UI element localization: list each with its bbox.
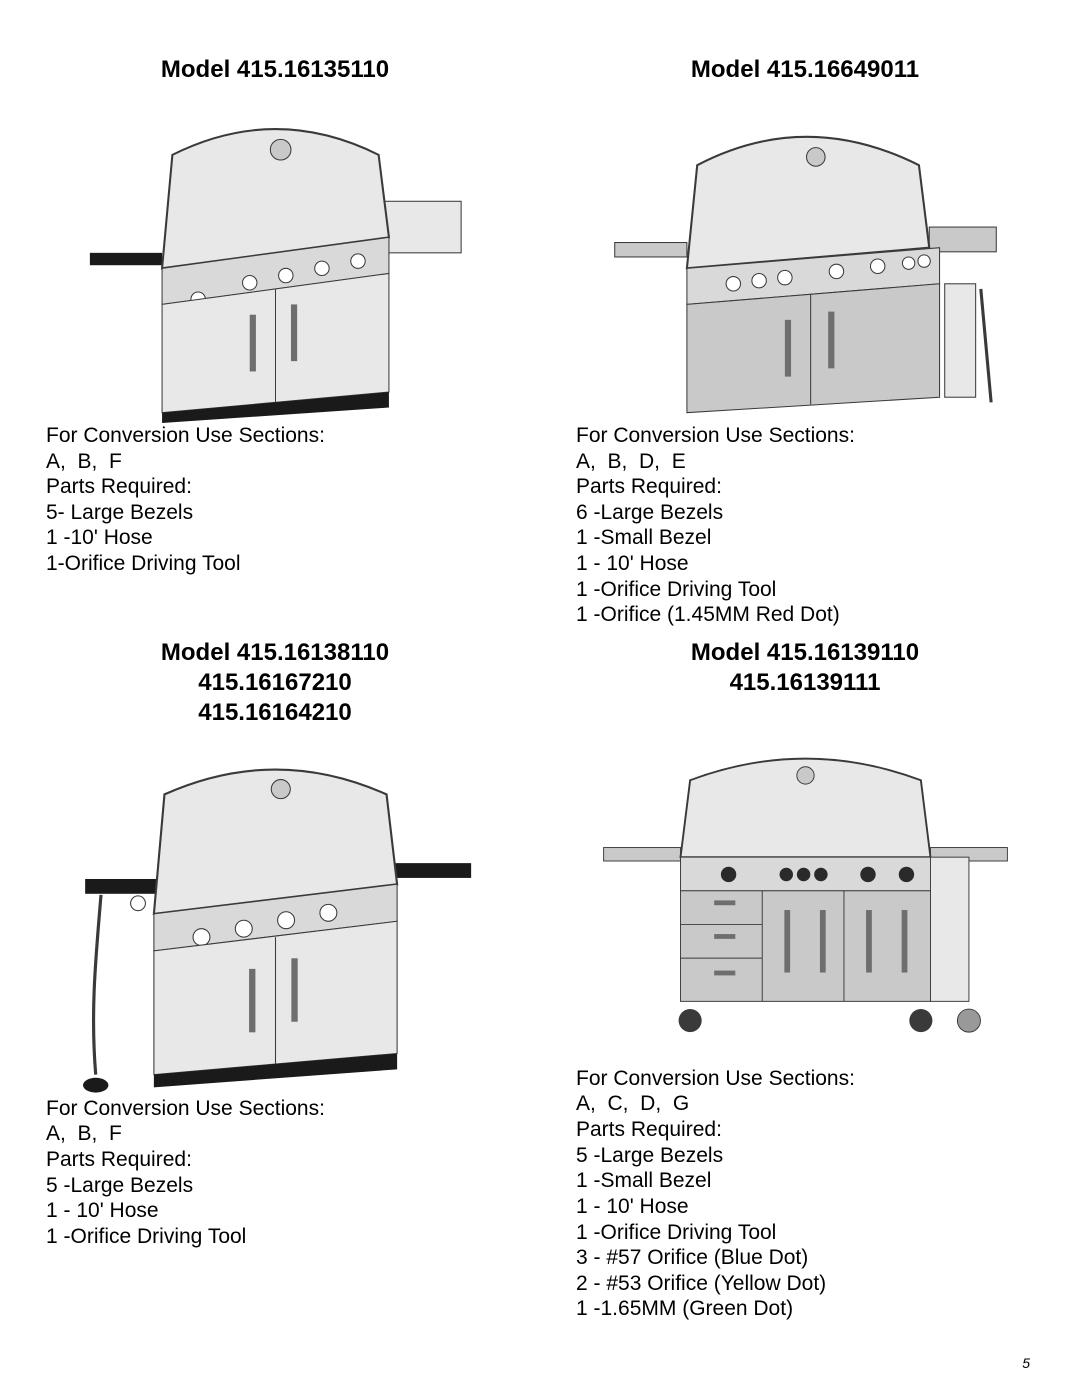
spec-line: A, B, F — [46, 1121, 510, 1147]
spec-line: 1 -Orifice Driving Tool — [576, 577, 1040, 603]
model-title-line: Model 415.16135110 — [40, 55, 510, 85]
spec-line: A, C, D, G — [576, 1091, 1040, 1117]
spec-line: 1 - 10' Hose — [576, 551, 1040, 577]
page-grid: Model 415.16135110 — [40, 55, 1040, 1322]
spec-line: 1 -Small Bezel — [576, 525, 1040, 551]
grill-illustration-0 — [40, 93, 510, 423]
page-number: 5 — [1022, 1355, 1030, 1371]
spec-line: For Conversion Use Sections: — [576, 423, 1040, 449]
model-title-line: 415.16167210 — [40, 668, 510, 698]
model-specs-0: For Conversion Use Sections: A, B, F Par… — [40, 423, 510, 577]
spec-line: Parts Required: — [576, 1117, 1040, 1143]
grill-illustration-2 — [40, 736, 510, 1096]
spec-line: 1 -Orifice (1.45MM Red Dot) — [576, 602, 1040, 628]
model-block-0: Model 415.16135110 — [40, 55, 510, 628]
spec-line: 1 - 10' Hose — [46, 1198, 510, 1224]
spec-line: Parts Required: — [46, 1147, 510, 1173]
model-block-2: Model 415.16138110 415.16167210 415.1616… — [40, 638, 510, 1322]
model-title-line: Model 415.16138110 — [40, 638, 510, 668]
spec-line: 5- Large Bezels — [46, 500, 510, 526]
model-title-line: 415.16139111 — [570, 668, 1040, 698]
grill-illustration-3 — [570, 706, 1040, 1066]
model-title-0: Model 415.16135110 — [40, 55, 510, 85]
model-specs-2: For Conversion Use Sections: A, B, F Par… — [40, 1096, 510, 1250]
grill-icon — [594, 706, 1017, 1066]
grill-icon — [64, 93, 487, 423]
grill-icon — [64, 736, 487, 1096]
model-title-line: 415.16164210 — [40, 698, 510, 728]
spec-line: 1-Orifice Driving Tool — [46, 551, 510, 577]
spec-line: 1 -10' Hose — [46, 525, 510, 551]
model-title-line: Model 415.16649011 — [570, 55, 1040, 85]
model-specs-1: For Conversion Use Sections: A, B, D, E … — [570, 423, 1040, 628]
spec-line: A, B, D, E — [576, 449, 1040, 475]
spec-line: 1 -Orifice Driving Tool — [46, 1224, 510, 1250]
spec-line: 2 - #53 Orifice (Yellow Dot) — [576, 1271, 1040, 1297]
model-specs-3: For Conversion Use Sections: A, C, D, G … — [570, 1066, 1040, 1322]
model-title-3: Model 415.16139110 415.16139111 — [570, 638, 1040, 698]
spec-line: For Conversion Use Sections: — [46, 1096, 510, 1122]
model-title-2: Model 415.16138110 415.16167210 415.1616… — [40, 638, 510, 728]
spec-line: For Conversion Use Sections: — [46, 423, 510, 449]
spec-line: 1 - 10' Hose — [576, 1194, 1040, 1220]
spec-line: 5 -Large Bezels — [46, 1173, 510, 1199]
model-title-1: Model 415.16649011 — [570, 55, 1040, 85]
spec-line: 5 -Large Bezels — [576, 1143, 1040, 1169]
model-block-3: Model 415.16139110 415.16139111 — [570, 638, 1040, 1322]
spec-line: 1 -1.65MM (Green Dot) — [576, 1296, 1040, 1322]
grill-illustration-1 — [570, 93, 1040, 423]
spec-line: For Conversion Use Sections: — [576, 1066, 1040, 1092]
model-block-1: Model 415.16649011 — [570, 55, 1040, 628]
spec-line: Parts Required: — [46, 474, 510, 500]
spec-line: 3 - #57 Orifice (Blue Dot) — [576, 1245, 1040, 1271]
spec-line: Parts Required: — [576, 474, 1040, 500]
spec-line: A, B, F — [46, 449, 510, 475]
model-title-line: Model 415.16139110 — [570, 638, 1040, 668]
spec-line: 1 -Orifice Driving Tool — [576, 1220, 1040, 1246]
grill-icon — [594, 93, 1017, 423]
spec-line: 1 -Small Bezel — [576, 1168, 1040, 1194]
spec-line: 6 -Large Bezels — [576, 500, 1040, 526]
